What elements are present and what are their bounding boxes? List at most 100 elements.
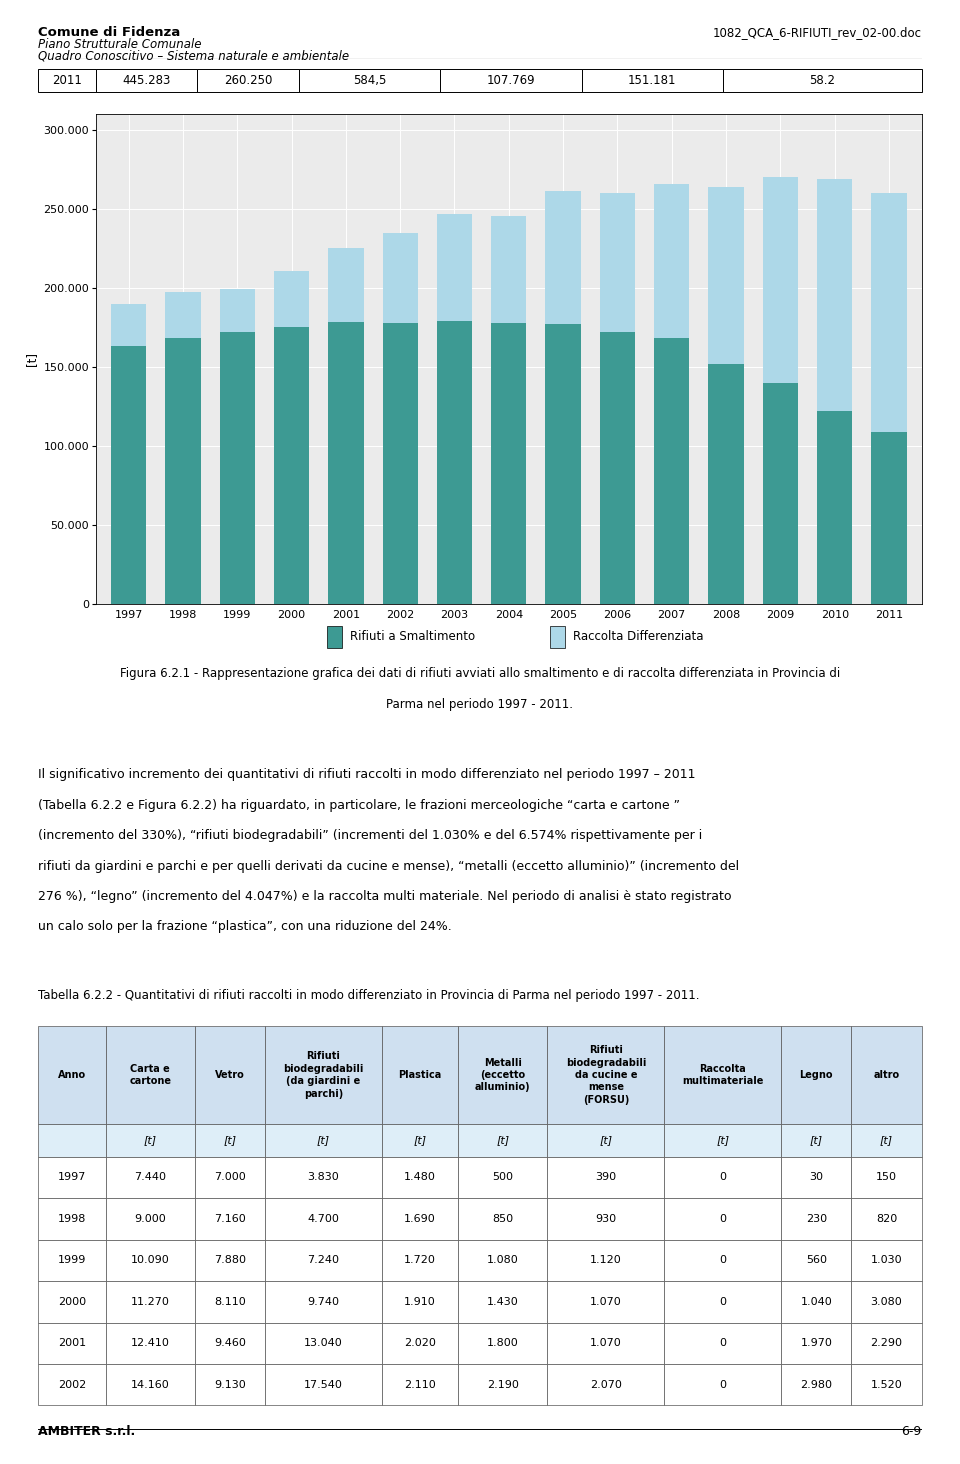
Bar <box>664 1281 781 1322</box>
Bar <box>664 1322 781 1364</box>
Bar <box>382 1026 459 1124</box>
Bar <box>708 187 744 363</box>
Text: 1.070: 1.070 <box>590 1297 622 1307</box>
Text: 0: 0 <box>719 1379 727 1389</box>
Bar <box>664 1124 781 1157</box>
Bar <box>38 69 96 92</box>
Text: 9.130: 9.130 <box>214 1379 246 1389</box>
Bar <box>852 1198 922 1240</box>
Bar <box>265 1157 382 1198</box>
Bar <box>38 1322 106 1364</box>
Bar <box>852 1157 922 1198</box>
Bar <box>274 326 309 605</box>
Text: Piano Strutturale Comunale: Piano Strutturale Comunale <box>38 38 202 51</box>
Bar <box>852 1281 922 1322</box>
Text: 9.740: 9.740 <box>307 1297 339 1307</box>
Text: 11.270: 11.270 <box>131 1297 170 1307</box>
Text: 8.110: 8.110 <box>214 1297 246 1307</box>
Bar <box>872 432 906 605</box>
Bar <box>382 1322 459 1364</box>
Bar <box>106 1281 195 1322</box>
Bar <box>195 1198 265 1240</box>
Text: [t]: [t] <box>317 1136 330 1145</box>
Bar <box>38 1281 106 1322</box>
Bar <box>781 1364 852 1405</box>
Text: 930: 930 <box>595 1214 616 1224</box>
Bar <box>547 1281 664 1322</box>
Text: 1.040: 1.040 <box>801 1297 832 1307</box>
Text: 1998: 1998 <box>58 1214 86 1224</box>
Text: 584,5: 584,5 <box>353 75 386 86</box>
Bar <box>38 1240 106 1281</box>
Bar <box>382 1240 459 1281</box>
Bar <box>111 303 146 347</box>
Text: 12.410: 12.410 <box>131 1338 170 1348</box>
Text: 1.520: 1.520 <box>871 1379 902 1389</box>
Bar <box>274 271 309 326</box>
Text: 2.190: 2.190 <box>487 1379 518 1389</box>
Bar <box>265 1124 382 1157</box>
Text: Rifiuti
biodegradabili
da cucine e
mense
(FORSU): Rifiuti biodegradabili da cucine e mense… <box>565 1045 646 1105</box>
Bar <box>817 411 852 605</box>
Bar <box>382 233 418 322</box>
Bar <box>781 1124 852 1157</box>
Text: 820: 820 <box>876 1214 898 1224</box>
Bar <box>327 627 342 649</box>
Bar <box>106 1157 195 1198</box>
Bar <box>459 1157 547 1198</box>
Bar <box>38 1124 106 1157</box>
Bar <box>195 1157 265 1198</box>
Text: 2000: 2000 <box>58 1297 86 1307</box>
Text: 7.440: 7.440 <box>134 1173 166 1183</box>
Bar <box>382 1281 459 1322</box>
Text: 7.880: 7.880 <box>214 1255 246 1265</box>
Bar <box>872 193 906 432</box>
Bar <box>582 69 723 92</box>
Text: un calo solo per la frazione “plastica”, con una riduzione del 24%.: un calo solo per la frazione “plastica”,… <box>38 921 452 934</box>
Text: Plastica: Plastica <box>398 1070 442 1080</box>
Bar <box>492 217 526 324</box>
Text: 0: 0 <box>719 1338 727 1348</box>
Bar <box>547 1364 664 1405</box>
Text: [t]: [t] <box>144 1136 156 1145</box>
Text: Carta e
cartone: Carta e cartone <box>130 1064 171 1086</box>
Bar <box>265 1198 382 1240</box>
Text: AMBITER s.r.l.: AMBITER s.r.l. <box>38 1424 135 1438</box>
Bar <box>547 1322 664 1364</box>
Text: 1.690: 1.690 <box>404 1214 436 1224</box>
Bar <box>723 69 922 92</box>
Text: 2.290: 2.290 <box>871 1338 902 1348</box>
Text: 445.283: 445.283 <box>123 75 171 86</box>
Text: 2002: 2002 <box>58 1379 86 1389</box>
Text: 3.080: 3.080 <box>871 1297 902 1307</box>
Bar <box>600 332 636 605</box>
Text: (Tabella 6.2.2 e Figura 6.2.2) ha riguardato, in particolare, le frazioni merceo: (Tabella 6.2.2 e Figura 6.2.2) ha riguar… <box>38 799 681 811</box>
Text: 0: 0 <box>719 1297 727 1307</box>
Bar <box>545 192 581 324</box>
Text: 0: 0 <box>719 1214 727 1224</box>
Text: 1999: 1999 <box>58 1255 86 1265</box>
Bar <box>437 321 472 605</box>
Bar <box>220 290 254 332</box>
Bar <box>195 1026 265 1124</box>
Text: 2.020: 2.020 <box>404 1338 436 1348</box>
Bar <box>106 1364 195 1405</box>
Text: [t]: [t] <box>880 1136 893 1145</box>
Bar <box>654 338 689 605</box>
Bar <box>96 69 198 92</box>
Bar <box>328 322 364 605</box>
Text: 150: 150 <box>876 1173 897 1183</box>
Bar <box>265 1281 382 1322</box>
Text: Rifiuti
biodegradabili
(da giardini e
parchi): Rifiuti biodegradabili (da giardini e pa… <box>283 1051 364 1098</box>
Bar <box>382 1157 459 1198</box>
Text: 1997: 1997 <box>58 1173 86 1183</box>
Text: Tabella 6.2.2 - Quantitativi di rifiuti raccolti in modo differenziato in Provin: Tabella 6.2.2 - Quantitativi di rifiuti … <box>38 990 700 1003</box>
Bar <box>781 1281 852 1322</box>
Bar <box>265 1240 382 1281</box>
Text: 1.430: 1.430 <box>487 1297 518 1307</box>
Bar <box>106 1240 195 1281</box>
Bar <box>265 1026 382 1124</box>
Text: 0: 0 <box>719 1255 727 1265</box>
Bar <box>437 214 472 321</box>
Text: Raccolta
multimateriale: Raccolta multimateriale <box>683 1064 763 1086</box>
